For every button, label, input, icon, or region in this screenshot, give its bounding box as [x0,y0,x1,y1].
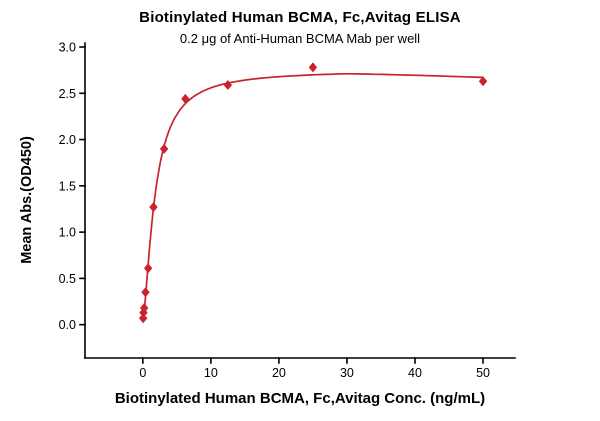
x-tick-label: 30 [340,366,354,380]
data-point-marker [139,307,148,318]
y-tick-label: 1.0 [59,226,76,240]
data-point-marker [138,313,148,324]
data-point-marker [181,93,190,104]
data-point-marker [141,287,150,298]
y-tick-label: 2.5 [59,87,76,101]
data-point-marker [223,79,233,90]
y-tick-label: 1.5 [59,179,76,193]
data-point-marker [143,263,153,274]
data-point-marker [308,62,318,73]
data-point-marker [149,202,158,213]
x-tick-label: 40 [408,366,422,380]
x-tick-label: 50 [476,366,490,380]
x-axis-label: Biotinylated Human BCMA, Fc,Avitag Conc.… [114,390,486,407]
y-tick-label: 0.5 [59,272,76,286]
chart-subtitle: 0.2 μg of Anti-Human BCMA Mab per well [179,31,421,46]
x-tick-label: 0 [139,366,146,380]
data-point-marker [478,76,488,87]
data-point-marker [139,303,149,314]
data-point-marker [159,143,169,154]
y-tick-label: 0.0 [59,318,76,332]
chart-title: Biotinylated Human BCMA, Fc,Avitag ELISA [139,9,461,26]
x-tick-label: 20 [272,366,286,380]
fit-curve-line [142,72,484,320]
y-tick-label: 2.0 [59,133,76,147]
x-tick-label: 10 [204,366,218,380]
y-tick-label: 3.0 [59,41,76,55]
